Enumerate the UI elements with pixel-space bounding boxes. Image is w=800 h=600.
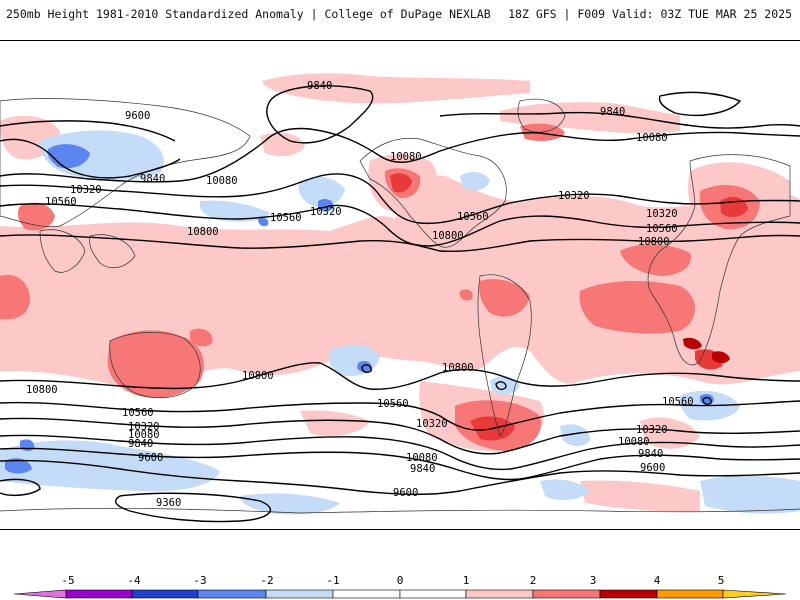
- contour-label: 10080: [390, 151, 422, 163]
- contour-label: 10560: [270, 212, 302, 224]
- map-panel[interactable]: 9840 9600 9840 10080 10320 10560 10560 1…: [0, 40, 800, 530]
- contour-label: 10800: [187, 226, 219, 238]
- contour-label: 10800: [638, 236, 670, 248]
- contour-label: 9840: [638, 448, 663, 460]
- anomaly-map[interactable]: 9840 9600 9840 10080 10320 10560 10560 1…: [0, 41, 800, 530]
- colorbar-swatch: [332, 589, 401, 599]
- contour-label: 10800: [242, 370, 274, 382]
- contour-label: 10320: [310, 206, 342, 218]
- contour-label: 10080: [206, 175, 238, 187]
- contour-label: 9840: [600, 106, 625, 118]
- contour-label: 10080: [636, 132, 668, 144]
- contour-label: 10560: [377, 398, 409, 410]
- colorbar-swatch: [131, 589, 199, 599]
- contour-labels: 9840 9600 9840 10080 10320 10560 10560 1…: [26, 80, 694, 509]
- colorbar-swatches: [13, 589, 787, 599]
- contour-label: 10560: [457, 211, 489, 223]
- colorbar-swatch: [65, 589, 133, 599]
- contour-label: 9840: [410, 463, 435, 475]
- coastlines: [0, 98, 800, 514]
- colorbar-tick: -2: [260, 574, 273, 587]
- map-title: 250mb Height 1981-2010 Standardized Anom…: [6, 7, 491, 21]
- contour-label: 9840: [128, 438, 153, 450]
- colorbar-swatch: [532, 589, 601, 599]
- contour-label: 10800: [432, 230, 464, 242]
- colorbar-ticks: -5 -4 -3 -2 -1 0 1 2 3 4 5: [61, 574, 724, 587]
- height-contours: [0, 85, 800, 523]
- colorbar-swatch: [722, 589, 787, 599]
- colorbar-swatch: [656, 589, 724, 599]
- contour-label: 10080: [406, 452, 438, 464]
- colorbar-swatch: [197, 589, 267, 599]
- colorbar-tick: -4: [127, 574, 141, 587]
- contour-label: 10560: [662, 396, 694, 408]
- contour-label: 9600: [138, 452, 163, 464]
- contour-label: 9360: [156, 497, 181, 509]
- colorbar-tick: 5: [718, 574, 725, 587]
- contour-label: 10560: [45, 196, 77, 208]
- contour-label: 10320: [636, 424, 668, 436]
- colorbar-tick: 4: [654, 574, 661, 587]
- colorbar-tick: 1: [463, 574, 470, 587]
- positive-anomaly-4sd: [683, 337, 730, 364]
- contour-label: 10320: [558, 190, 590, 202]
- colorbar-tick: -5: [61, 574, 74, 587]
- contour-label: 10560: [122, 407, 154, 419]
- contour-label: 10560: [646, 223, 678, 235]
- contour-label: 9600: [393, 487, 418, 499]
- contour-label: 10800: [26, 384, 58, 396]
- header-bar: 250mb Height 1981-2010 Standardized Anom…: [0, 0, 800, 26]
- colorbar-swatch: [465, 589, 534, 599]
- colorbar-swatch: [599, 589, 658, 599]
- contour-label: 9840: [307, 80, 332, 92]
- colorbar-tick: -3: [193, 574, 206, 587]
- colorbar-tick: 3: [590, 574, 597, 587]
- contour-label: 10320: [70, 184, 102, 196]
- colorbar-swatch: [399, 589, 467, 599]
- contour-label: 10320: [646, 208, 678, 220]
- contour-label: 10080: [128, 429, 160, 441]
- contour-label: 9840: [140, 173, 165, 185]
- colorbar-tick: 0: [397, 574, 404, 587]
- colorbar: -5 -4 -3 -2 -1 0 1 2 3 4 5: [13, 574, 787, 599]
- model-valid-time: 18Z GFS | F009 Valid: 03Z TUE MAR 25 202…: [508, 7, 792, 21]
- contour-label: 9600: [640, 462, 665, 474]
- colorbar-tick: -1: [326, 574, 339, 587]
- colorbar-tick: 2: [530, 574, 537, 587]
- colorbar-swatch: [265, 589, 334, 599]
- contour-label: 9600: [125, 110, 150, 122]
- colorbar-swatch: [13, 589, 67, 599]
- contour-label: 10320: [128, 421, 160, 433]
- contour-label: 10800: [442, 362, 474, 374]
- contour-label: 10080: [618, 436, 650, 448]
- contour-label: 10320: [416, 418, 448, 430]
